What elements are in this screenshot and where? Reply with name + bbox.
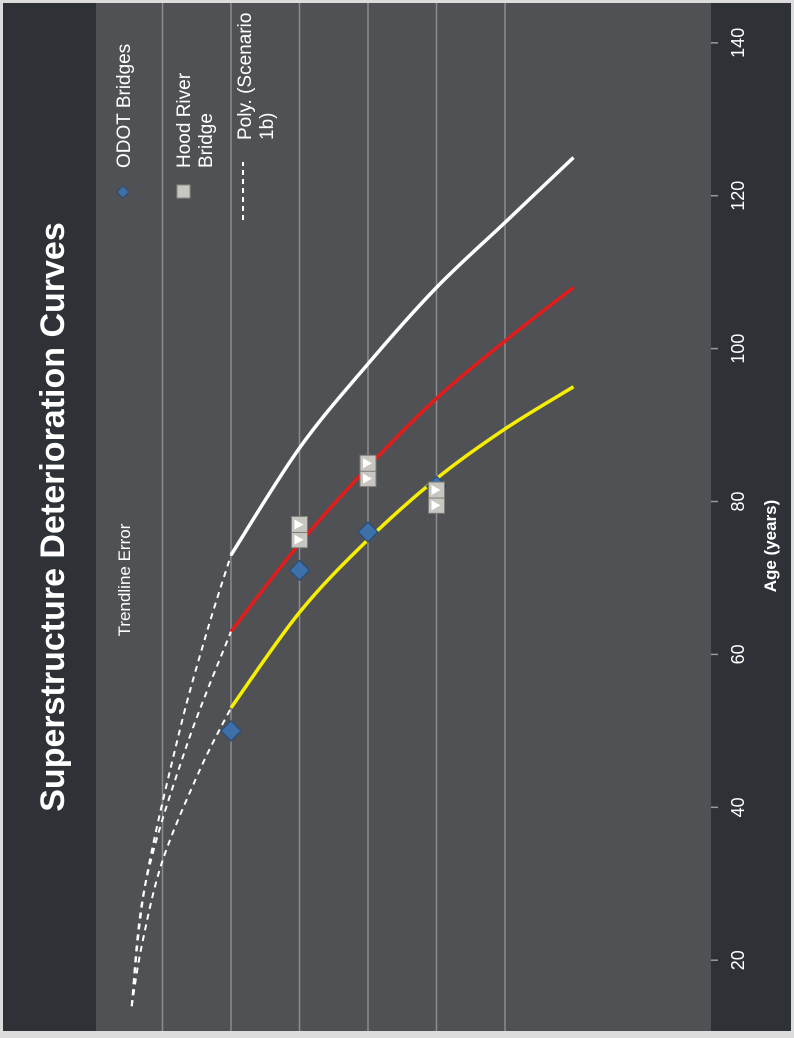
legend-odot-marker bbox=[116, 185, 130, 199]
legend-hood-label-line2: Bridge bbox=[196, 113, 217, 168]
hood-river-marker-glyph bbox=[363, 458, 372, 469]
red-trend-curve bbox=[229, 286, 575, 633]
hood-river-marker-glyph bbox=[431, 500, 441, 511]
data-markers bbox=[220, 454, 448, 742]
x-tick-label-100: 100 bbox=[728, 334, 748, 364]
yellow-curve-dashed-extension bbox=[130, 707, 232, 1007]
white-trend-curve bbox=[229, 156, 575, 556]
top-band bbox=[3, 3, 96, 1031]
legend: ODOT Bridges Hood River Bridge Poly. (Sc… bbox=[114, 13, 278, 220]
hood-river-point-3 bbox=[359, 470, 377, 488]
hood-river-point-2 bbox=[291, 515, 308, 533]
x-tick-label-20: 20 bbox=[728, 950, 748, 970]
yellow-trend-curve bbox=[229, 385, 575, 709]
hood-river-marker-glyph bbox=[363, 473, 372, 484]
odot-bridge-point-1 bbox=[220, 720, 242, 742]
x-tick-label-80: 80 bbox=[728, 491, 748, 511]
x-axis-ticks: 20 40 60 80 100 120 140 bbox=[711, 28, 748, 970]
hood-river-marker-glyph bbox=[294, 534, 304, 545]
odot-bridge-point-2 bbox=[288, 559, 311, 582]
x-tick-label-40: 40 bbox=[728, 797, 748, 817]
legend-hood-label-line1: Hood River bbox=[174, 72, 195, 168]
hood-river-marker-glyph bbox=[294, 519, 304, 530]
hood-river-point-5 bbox=[428, 496, 445, 514]
legend-poly-label-line1: Poly. (Scenario bbox=[235, 13, 256, 140]
odot-bridge-point-3 bbox=[357, 521, 379, 543]
legend-poly-label-line2: 1b) bbox=[257, 113, 278, 140]
trendline-error-annotation: Trendline Error bbox=[115, 523, 134, 636]
hood-river-point-4 bbox=[359, 454, 377, 472]
trend-curves bbox=[130, 156, 575, 1007]
chart-title: Superstructure Deterioration Curves bbox=[34, 222, 72, 812]
x-tick-label-60: 60 bbox=[728, 644, 748, 664]
hood-river-point-6 bbox=[428, 481, 445, 499]
x-axis-label: Age (years) bbox=[761, 500, 780, 593]
x-tick-label-140: 140 bbox=[728, 28, 748, 58]
hood-river-marker-glyph bbox=[431, 485, 441, 496]
legend-hood-marker bbox=[176, 184, 191, 199]
x-tick-label-120: 120 bbox=[728, 181, 748, 211]
legend-odot-label: ODOT Bridges bbox=[114, 44, 135, 168]
hood-river-point-1 bbox=[291, 531, 308, 549]
axis-band bbox=[711, 3, 791, 1031]
chart-background bbox=[3, 3, 791, 1031]
